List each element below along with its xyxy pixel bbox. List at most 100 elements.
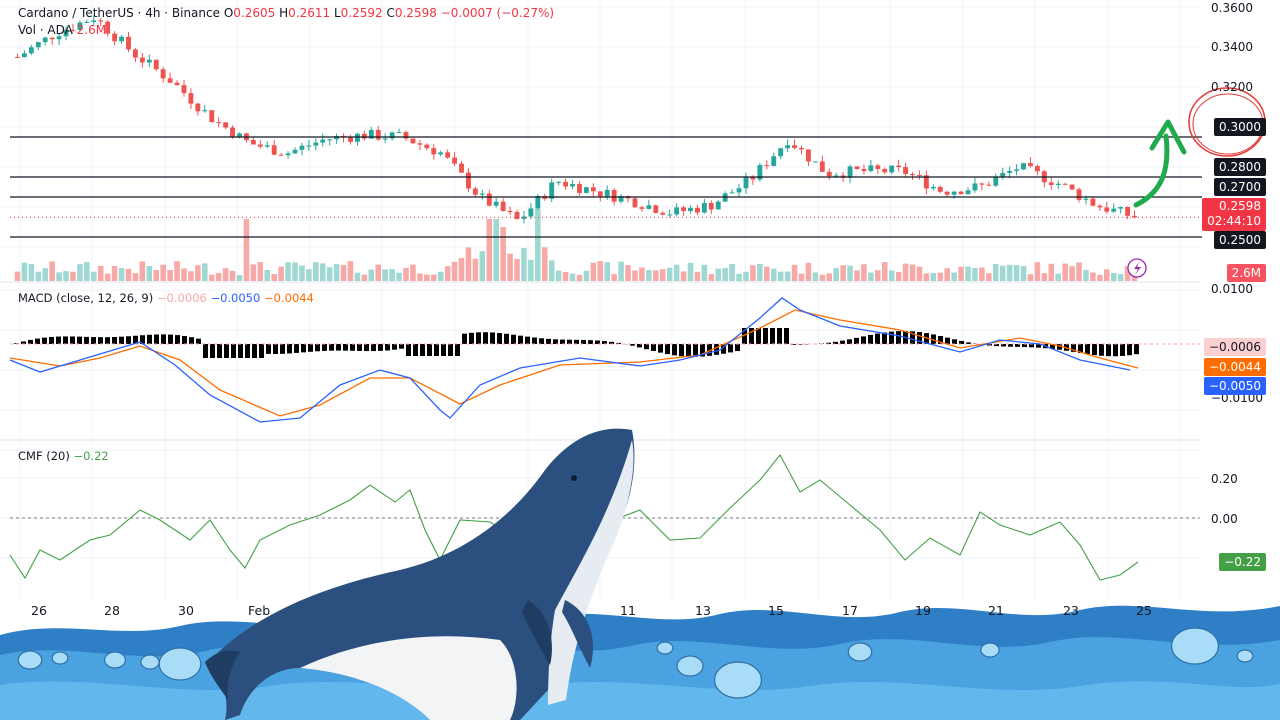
volume-bar	[917, 267, 923, 281]
volume-bar	[813, 272, 819, 281]
volume-bar	[1069, 266, 1075, 281]
volume-bar	[1048, 264, 1054, 281]
low-label: L	[334, 6, 341, 20]
candle-body	[875, 165, 880, 169]
macd-histogram-bar	[203, 344, 208, 358]
foam-bubble	[981, 643, 999, 657]
volume-bar	[1104, 269, 1110, 281]
macd-histogram-bar	[497, 333, 502, 344]
candle-body	[133, 49, 138, 57]
macd-histogram-bar	[77, 337, 82, 344]
volume-bar	[431, 275, 437, 281]
candle-body	[785, 145, 790, 148]
time-tick: 19	[915, 603, 931, 618]
volume-bar	[695, 272, 701, 281]
macd-histogram-bar	[35, 339, 40, 344]
macd-histogram-bar	[546, 339, 551, 344]
volume-bar	[563, 272, 569, 281]
macd-histogram-bar	[595, 340, 600, 344]
macd-histogram-bar	[343, 344, 348, 351]
candle-body	[313, 143, 318, 146]
open-value: 0.2605	[233, 6, 275, 20]
candle-body	[674, 207, 679, 214]
time-tick: 25	[1136, 603, 1152, 618]
last-price-value: 0.2598	[1207, 199, 1261, 214]
candle-body	[348, 137, 353, 142]
candle-body	[1084, 199, 1089, 200]
volume-bar	[459, 258, 465, 281]
level-tag-0.28: 0.2800	[1214, 158, 1266, 176]
candle-body	[1035, 166, 1040, 171]
macd-histogram-bar	[777, 328, 782, 344]
volume-bar	[688, 263, 694, 281]
candle-body	[584, 187, 589, 193]
candle-body	[639, 207, 644, 209]
volume-bar	[702, 265, 708, 281]
volume-bar	[750, 265, 756, 281]
foam-bubble	[18, 651, 41, 669]
volume-bar	[188, 271, 194, 281]
candlesticks	[15, 15, 1137, 223]
macd-histogram-bar	[868, 335, 873, 344]
candle-body	[792, 145, 797, 148]
volume-bar	[112, 266, 118, 281]
candle-body	[868, 165, 873, 171]
candle-body	[959, 192, 964, 195]
volume-bar	[1097, 275, 1103, 281]
volume-bar	[778, 272, 784, 281]
volume-bar	[486, 219, 492, 281]
macd-histogram-bar	[854, 338, 859, 344]
volume-bar	[618, 262, 624, 281]
macd-histogram-bar	[756, 328, 761, 344]
candle-body	[119, 37, 124, 41]
foam-bubble	[848, 643, 871, 661]
volume-bar	[639, 268, 645, 281]
macd-histogram-bar	[518, 336, 523, 344]
volume-bar	[528, 260, 534, 281]
volume-bar	[334, 264, 340, 281]
candle-body	[993, 177, 998, 185]
time-tick: 17	[842, 603, 858, 618]
change-value: −0.0007 (−0.27%)	[441, 6, 554, 20]
volume-bar	[785, 272, 791, 281]
candle-body	[952, 192, 957, 195]
foam-bubble	[1237, 650, 1253, 662]
volume-bar	[542, 247, 548, 281]
candle-body	[397, 132, 402, 133]
macd-signal-value: −0.0044	[264, 291, 314, 305]
macd-histogram-bar	[441, 344, 446, 356]
volume-bar	[91, 272, 97, 281]
volume-bar	[944, 268, 950, 281]
candle-body	[1090, 199, 1095, 206]
cmf-value: −0.22	[74, 449, 109, 463]
volume-bar	[327, 267, 333, 281]
volume-bar	[993, 264, 999, 281]
candle-body	[598, 191, 603, 196]
macd-pane	[10, 298, 1200, 422]
macd-histogram-bar	[945, 338, 950, 344]
volume-bar	[556, 271, 562, 281]
macd-hist-tag: −0.0006	[1204, 338, 1266, 356]
macd-histogram-bar	[350, 344, 355, 351]
macd-histogram-bar	[889, 332, 894, 344]
volume-bar	[500, 227, 506, 281]
candle-body	[882, 169, 887, 172]
volume-bar	[1014, 265, 1020, 281]
macd-histogram-bar	[1099, 344, 1104, 356]
volume-bar	[611, 274, 617, 281]
candle-body	[862, 169, 867, 171]
macd-histogram-bar	[28, 340, 33, 344]
candle-body	[362, 134, 367, 139]
last-price-tag: 0.2598 02:44:10	[1202, 198, 1266, 231]
level-tag-0.30: 0.3000	[1214, 118, 1266, 136]
macd-histogram-bar	[357, 344, 362, 351]
volume-bar	[403, 268, 409, 281]
candle-body	[272, 145, 277, 154]
macd-line	[10, 298, 1130, 422]
volume-bar	[764, 267, 770, 281]
macd-histogram-bar	[553, 339, 558, 344]
macd-histogram-bar	[462, 334, 467, 344]
macd-tick: 0.0100	[1211, 282, 1253, 296]
candle-body	[91, 20, 96, 22]
